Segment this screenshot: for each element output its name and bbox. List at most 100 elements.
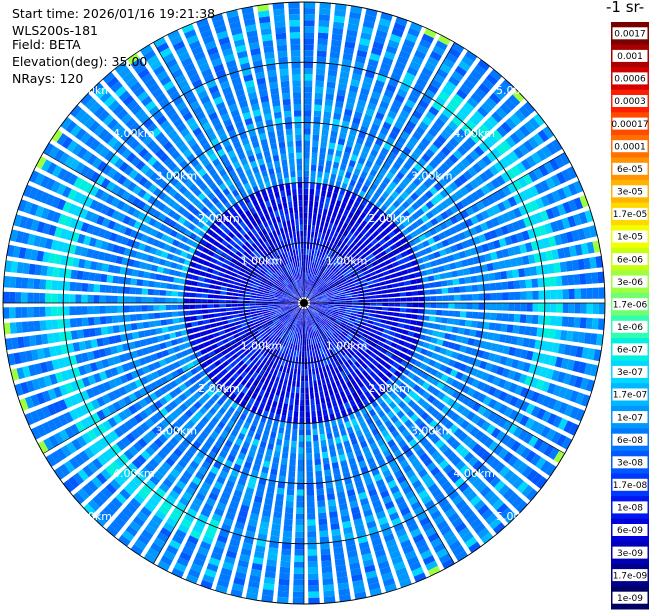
- ray-gate: [328, 222, 333, 230]
- ray-gate: [326, 358, 331, 365]
- ray-gate: [284, 360, 289, 367]
- ray-gate: [446, 398, 456, 407]
- ray-gate: [274, 304, 281, 307]
- ray-gate: [300, 393, 304, 400]
- ray-gate: [317, 38, 328, 46]
- ray-gate: [213, 294, 221, 299]
- ray-gate: [340, 303, 347, 305]
- ray-gate: [379, 566, 392, 576]
- ray-gate: [316, 482, 324, 490]
- ray-gate: [330, 523, 340, 531]
- ray-gate: [219, 295, 227, 299]
- ray-gate: [304, 188, 309, 195]
- ray-gate: [388, 231, 396, 238]
- ray-gate: [301, 321, 304, 327]
- ray-gate: [166, 318, 174, 325]
- ray-gate: [473, 522, 486, 535]
- ray-gate: [348, 17, 360, 26]
- ray-gate: [412, 443, 422, 453]
- ray-gate: [325, 481, 334, 489]
- ray-gate: [341, 251, 348, 258]
- ray-gate: [491, 111, 503, 123]
- ray-gate: [299, 326, 302, 333]
- ray-gate: [489, 517, 502, 530]
- ray-gate: [304, 182, 309, 189]
- ray-gate: [316, 323, 321, 329]
- ray-gate: [513, 207, 522, 218]
- ray-gate: [421, 94, 433, 105]
- ray-gate: [397, 439, 407, 448]
- ray-gate: [309, 194, 314, 202]
- ray-gate: [486, 207, 496, 217]
- ray-gate: [298, 441, 304, 448]
- ray-gate: [39, 320, 47, 331]
- ray-gate: [414, 50, 427, 60]
- ray-gate: [280, 463, 287, 471]
- ray-gate: [309, 305, 316, 308]
- ray-gate: [193, 269, 201, 275]
- ray-gate: [339, 227, 346, 235]
- ray-gate: [355, 257, 362, 264]
- ray-gate: [523, 121, 536, 134]
- ray-gate: [352, 67, 363, 76]
- ray-gate: [419, 516, 431, 527]
- ray-gate: [451, 390, 461, 400]
- ray-gate: [335, 411, 342, 419]
- ray-gate: [284, 373, 289, 380]
- ray-gate: [250, 292, 257, 296]
- ray-gate: [342, 114, 352, 123]
- ray-gate: [323, 463, 331, 471]
- ray-gate: [334, 280, 341, 285]
- ray-gate: [368, 284, 375, 289]
- ray-gate: [446, 409, 455, 419]
- ray-gate: [295, 525, 304, 532]
- ray-gate: [321, 445, 328, 453]
- ray-gate: [405, 313, 412, 319]
- ray-gate: [337, 285, 344, 290]
- ray-gate: [447, 170, 457, 180]
- ray-gate: [495, 227, 504, 237]
- ray-gate: [336, 345, 342, 352]
- ray-gate: [544, 223, 553, 234]
- ray-gate: [393, 287, 400, 293]
- ray-gate: [398, 400, 407, 409]
- ray-gate: [199, 271, 207, 277]
- ray-gate: [165, 290, 173, 297]
- ray-gate: [304, 32, 315, 39]
- ray-gate: [337, 365, 344, 373]
- ray-gate: [422, 240, 430, 248]
- ray-gate: [277, 402, 283, 409]
- ray-gate: [225, 307, 233, 312]
- ray-gate: [344, 368, 350, 376]
- ray-gate: [346, 232, 353, 239]
- ray-gate: [425, 148, 435, 158]
- ray-gate: [498, 260, 506, 269]
- ray-gate: [212, 269, 220, 276]
- ray-gate: [337, 287, 344, 292]
- ray-gate: [320, 397, 326, 404]
- ray-gate: [364, 179, 372, 188]
- ray-gate: [387, 544, 399, 554]
- ray-gate: [226, 291, 233, 296]
- ray-gate: [335, 329, 342, 335]
- ray-gate: [317, 348, 321, 356]
- ray-gate: [394, 420, 403, 429]
- ray-gate: [331, 288, 338, 292]
- ray-gate: [153, 297, 160, 303]
- ray-gate: [416, 369, 424, 377]
- ray-gate: [430, 409, 440, 418]
- ray-gate: [586, 303, 593, 314]
- ray-gate: [523, 173, 533, 185]
- ray-gate: [430, 466, 441, 477]
- ray-gate: [372, 214, 380, 222]
- ray-gate: [331, 39, 342, 47]
- ray-gate: [398, 181, 407, 190]
- ray-gate: [306, 285, 309, 292]
- ray-gate: [402, 405, 411, 414]
- ray-gate: [453, 286, 461, 293]
- ray-gate: [320, 320, 326, 326]
- ray-gate: [277, 432, 284, 440]
- ray-gate: [208, 284, 216, 289]
- ray-gate: [390, 342, 398, 349]
- ray-gate: [327, 185, 334, 193]
